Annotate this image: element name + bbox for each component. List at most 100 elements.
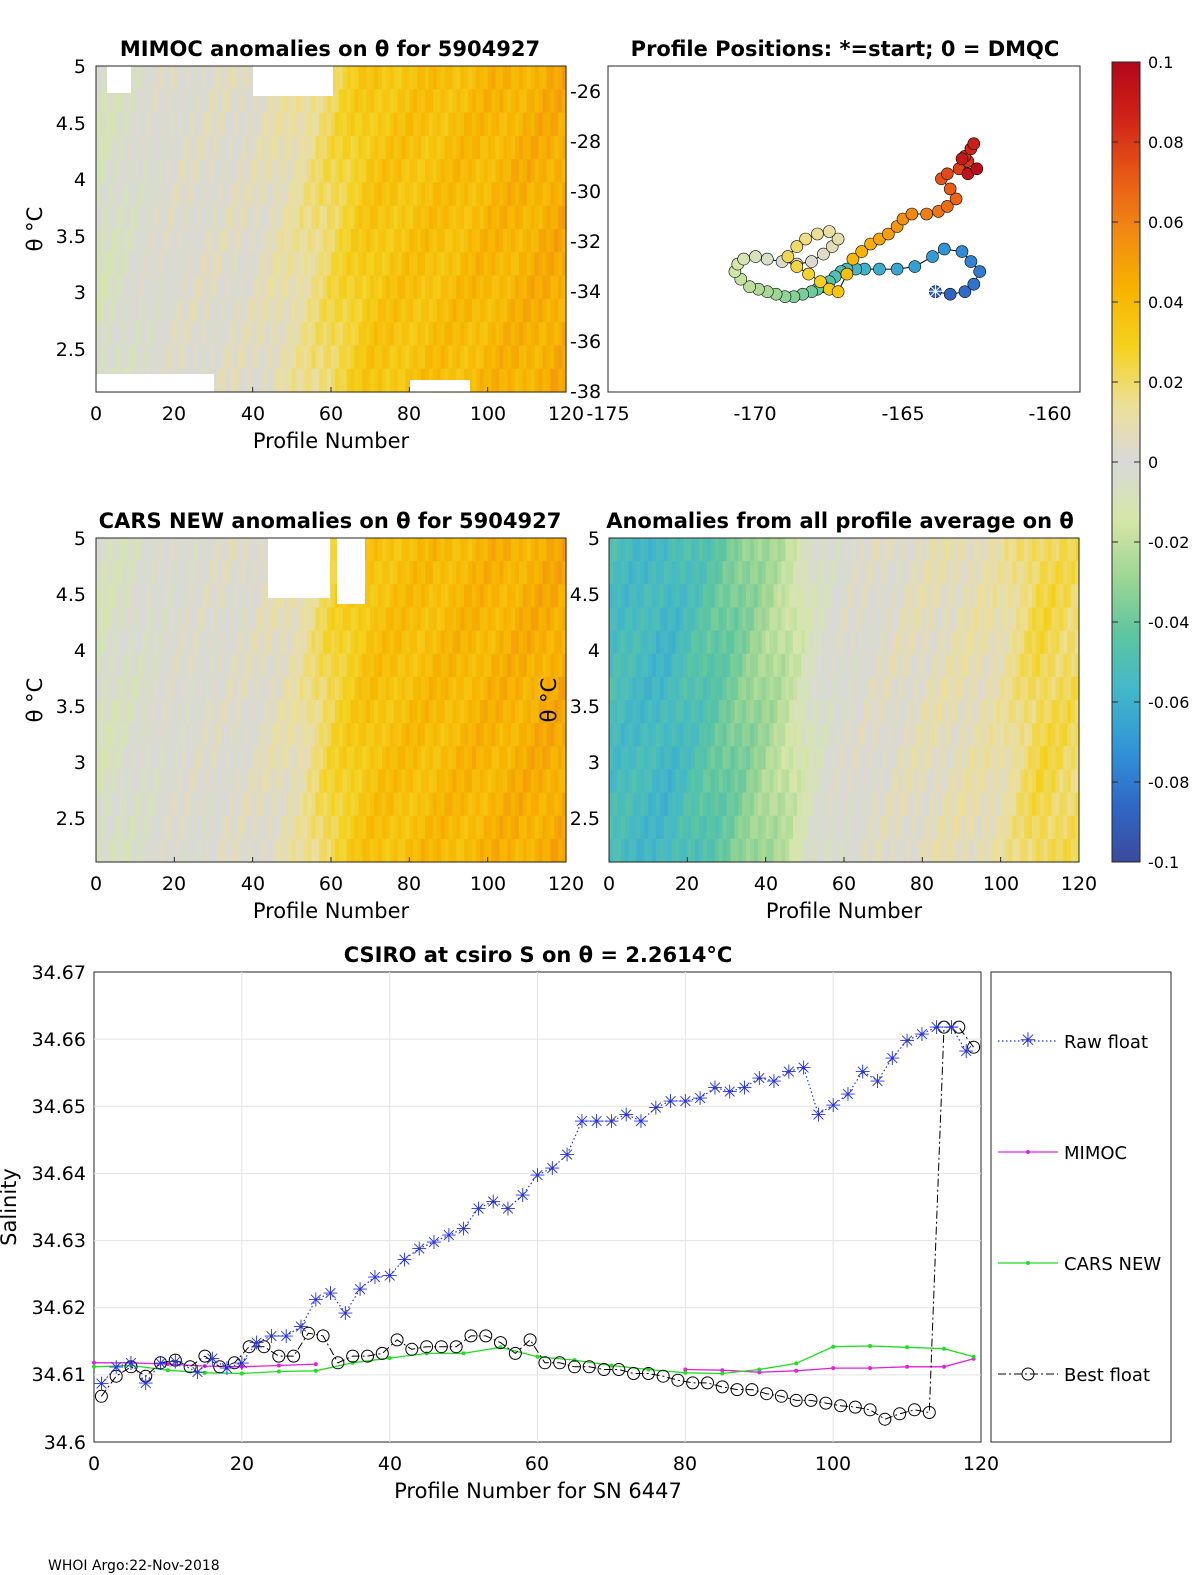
heatmap-cell — [307, 723, 313, 747]
heatmap-cell — [311, 769, 316, 794]
heatmap-cell — [659, 607, 665, 632]
heatmap-cell — [409, 607, 414, 632]
heatmap-cell — [393, 368, 399, 393]
heatmap-cell — [475, 769, 481, 794]
heatmap-cell — [812, 584, 818, 609]
heatmap-cell — [362, 252, 367, 277]
heatmap-cell — [389, 66, 395, 90]
heatmap-cell — [421, 769, 426, 794]
heatmap-cell — [334, 792, 340, 817]
heatmap-cell — [405, 838, 410, 863]
heatmap-cell — [562, 676, 567, 701]
heatmap-cell — [988, 630, 994, 655]
heatmap-cell — [562, 159, 567, 184]
heatmap-cell — [346, 630, 352, 655]
heatmap-cell — [260, 676, 266, 701]
heatmap-cell — [323, 769, 328, 794]
heatmap-cell — [499, 368, 504, 393]
heatmap-cell — [934, 653, 939, 678]
heatmap-cell — [225, 135, 230, 160]
heatmap-cell — [331, 112, 336, 137]
heatmap-cell — [652, 653, 657, 678]
heatmap-cell — [135, 538, 140, 562]
heatmap-cell — [295, 746, 301, 771]
heatmap-cell — [918, 584, 923, 609]
heatmap-cell — [213, 252, 219, 277]
longitude-tick-label: -175 — [586, 403, 629, 425]
heatmap-cell — [440, 607, 446, 632]
heatmap-cell — [452, 815, 457, 840]
heatmap-cell — [859, 584, 865, 609]
heatmap-cell — [624, 630, 630, 655]
heatmap-cell — [393, 538, 399, 562]
heatmap-cell — [197, 112, 203, 137]
heatmap-cell — [515, 252, 520, 277]
heatmap-cell — [475, 159, 481, 184]
heatmap-cell — [538, 769, 544, 794]
heatmap-cell — [287, 322, 293, 347]
heatmap-cell — [162, 676, 168, 701]
heatmap-cell — [1000, 561, 1006, 585]
heatmap-cell — [714, 792, 720, 817]
heatmap-cell — [366, 700, 371, 724]
heatmap-cell — [166, 746, 172, 771]
heatmap-cell — [824, 769, 829, 794]
heatmap-cell — [131, 561, 136, 585]
heatmap-cell — [918, 676, 923, 701]
heatmap-cell — [432, 538, 438, 562]
heatmap-cell — [362, 229, 367, 253]
heatmap-cell — [1000, 769, 1006, 794]
heatmap-cell — [99, 538, 105, 562]
heatmap-cell — [495, 159, 501, 184]
heatmap-cell — [659, 538, 665, 562]
heatmap-cell — [417, 792, 422, 817]
heatmap-cell — [385, 275, 391, 300]
heatmap-cell — [174, 607, 179, 632]
heatmap-cell — [1008, 815, 1014, 840]
heatmap-cell — [675, 723, 681, 747]
heatmap-cell — [389, 700, 395, 724]
heatmap-cell — [358, 229, 363, 253]
heatmap-cell — [401, 205, 407, 230]
heatmap-cell — [229, 275, 234, 300]
heatmap-cell — [131, 700, 136, 724]
heatmap-cell — [256, 792, 262, 817]
heatmap-cell — [389, 538, 395, 562]
heatmap-cell — [479, 66, 485, 90]
heatmap-cell — [209, 205, 215, 230]
heatmap-cell — [628, 815, 634, 840]
heatmap-cell — [413, 275, 418, 300]
heatmap-cell — [550, 205, 555, 230]
heatmap-cell — [135, 630, 140, 655]
heatmap-cell — [883, 561, 888, 585]
heatmap-cell — [209, 653, 215, 678]
heatmap-cell — [522, 838, 528, 863]
heatmap-cell — [397, 584, 403, 609]
heatmap-cell — [479, 676, 485, 701]
heatmap-cell — [663, 584, 669, 609]
heatmap-cell — [260, 135, 266, 160]
heatmap-cell — [354, 676, 360, 701]
heatmap-cell — [534, 815, 540, 840]
heatmap-cell — [922, 815, 927, 840]
heatmap-cell — [855, 584, 861, 609]
heatmap-cell — [123, 769, 128, 794]
heatmap-cell — [381, 66, 387, 90]
heatmap-cell — [444, 653, 450, 678]
heatmap-cell — [307, 345, 313, 370]
heatmap-cell — [898, 792, 904, 817]
heatmap-cell — [237, 561, 242, 585]
heatmap-cell — [237, 769, 242, 794]
heatmap-cell — [456, 159, 461, 184]
heatmap-cell — [703, 676, 708, 701]
heatmap-cell — [221, 700, 226, 724]
heatmap-cell — [448, 630, 454, 655]
heatmap-cell — [981, 676, 986, 701]
heatmap-cell — [730, 815, 735, 840]
heatmap-cell — [127, 298, 132, 323]
heatmap-cell — [381, 653, 387, 678]
heatmap-cell — [550, 700, 555, 724]
heatmap-cell — [777, 746, 782, 771]
heatmap-cell — [319, 229, 324, 253]
heatmap-cell — [303, 252, 309, 277]
